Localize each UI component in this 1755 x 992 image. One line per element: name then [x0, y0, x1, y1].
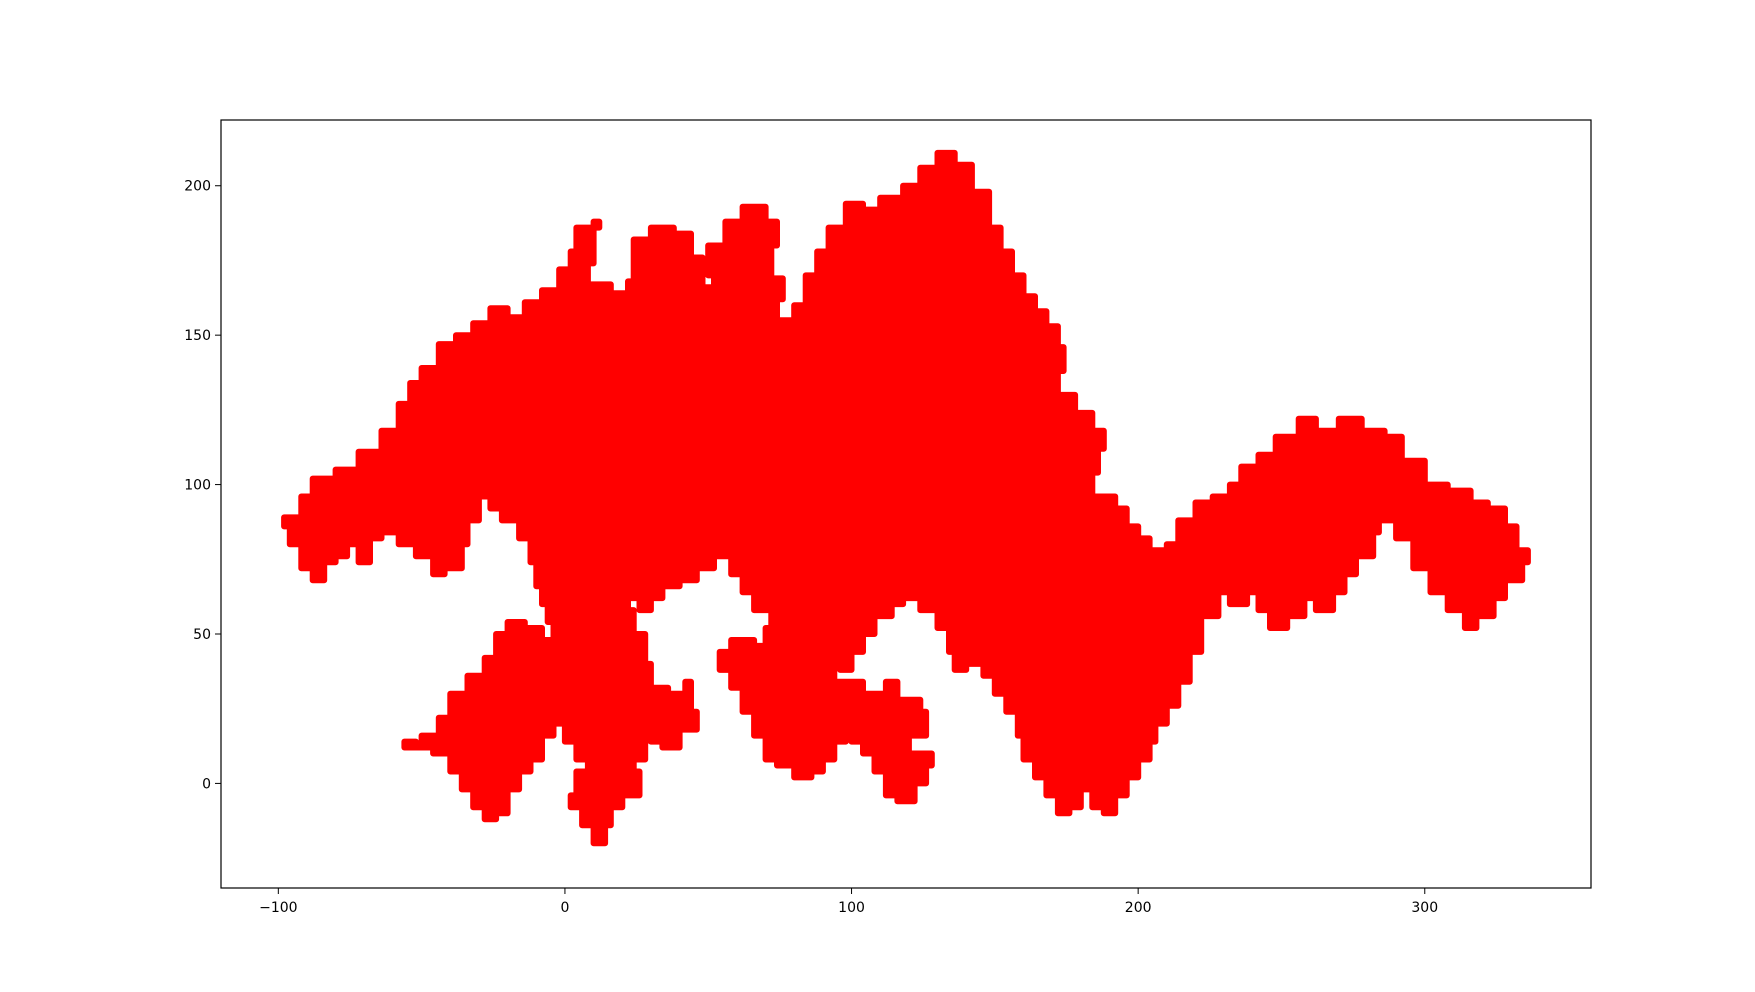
x-tick-label: 0: [560, 900, 569, 916]
y-tick-label: 150: [184, 328, 211, 344]
x-tick-label: 100: [838, 900, 865, 916]
axis-ticks: −100 0 100 200 300 0 50 100 150 200: [184, 179, 1438, 916]
y-tick-label: 50: [193, 627, 211, 643]
plot-area: [281, 149, 1531, 847]
x-tick-label: 200: [1125, 900, 1152, 916]
y-tick-label: 0: [202, 776, 211, 792]
plot-frame: [220, 119, 1592, 889]
y-tick-label: 200: [184, 179, 211, 195]
x-tick-label: −100: [259, 900, 297, 916]
series-area: [281, 149, 1531, 847]
x-tick-label: 300: [1411, 900, 1438, 916]
y-tick-label: 100: [184, 478, 211, 494]
